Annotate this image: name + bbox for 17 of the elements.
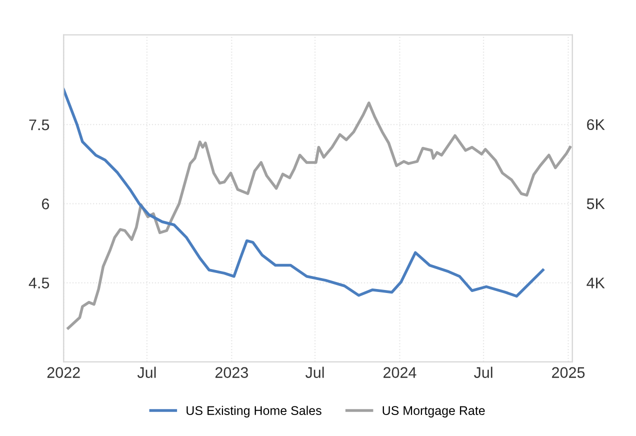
- line-series: [64, 88, 544, 298]
- line-series: [66, 102, 572, 330]
- legend-label: US Mortgage Rate: [382, 406, 485, 418]
- x-tick-label: 2023: [215, 367, 248, 378]
- x-tick-label: 2022: [47, 367, 80, 378]
- legend-label: US Existing Home Sales: [186, 406, 322, 418]
- x-tick-label: 2025: [552, 367, 585, 378]
- x-tick-label: Jul: [305, 366, 324, 378]
- y2-tick-label: 5K: [586, 198, 605, 210]
- y2-tick-label: 6K: [587, 119, 605, 130]
- x-tick-label: Jul: [137, 366, 156, 378]
- x-tick-label: Jul: [474, 366, 492, 378]
- y-tick-label: 6: [42, 198, 50, 210]
- x-tick-label: 2024: [384, 367, 416, 378]
- y-tick-label: 4.5: [28, 278, 50, 288]
- y2-tick-label: 4K: [586, 278, 605, 288]
- y-tick-label: 7.5: [29, 120, 50, 130]
